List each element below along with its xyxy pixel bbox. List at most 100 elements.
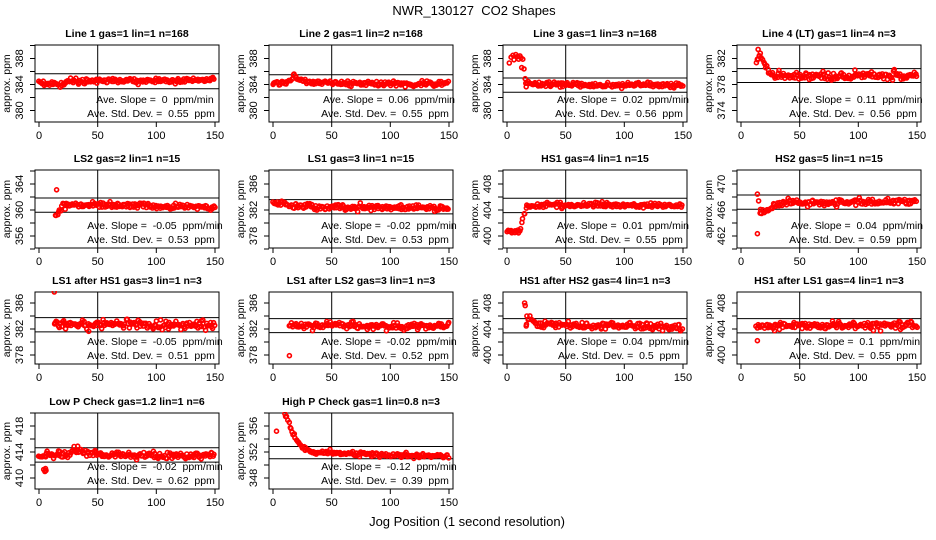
ave-slope-text: Ave. Slope = 0.11 ppm/min <box>791 94 922 106</box>
ave-slope-text: Ave. Slope = 0.04 ppm/min <box>791 220 923 232</box>
y-tick-label: 400 <box>482 227 494 245</box>
x-tick-label: 0 <box>738 130 744 142</box>
x-tick-label: 0 <box>270 130 276 142</box>
y-tick-label: 378 <box>14 346 26 364</box>
ave-sd-text: Ave. Std. Dev. = 0.55 ppm <box>321 108 449 120</box>
y-tick-label: 382 <box>14 320 26 338</box>
x-tick-label: 50 <box>326 497 338 509</box>
ave-sd-text: Ave. Std. Dev. = 0.52 ppm <box>321 350 449 362</box>
y-tick-label: 418 <box>14 417 26 435</box>
y-tick-label: 382 <box>716 49 728 67</box>
y-tick-label: 380 <box>14 101 26 119</box>
ave-sd-text: Ave. Std. Dev. = 0.53 ppm <box>87 234 215 246</box>
plot-box <box>34 169 220 249</box>
x-axis-label: Jog Position (1 second resolution) <box>369 514 565 529</box>
y-tick-label: 386 <box>248 175 260 193</box>
x-tick-label: 150 <box>206 130 224 142</box>
x-tick-label: 100 <box>147 130 165 142</box>
x-tick-label: 0 <box>504 256 510 268</box>
y-tick-label: 408 <box>716 294 728 312</box>
data-points <box>521 300 686 334</box>
x-tick-label: 50 <box>794 256 806 268</box>
x-tick-label: 100 <box>849 372 867 384</box>
x-tick-label: 50 <box>560 372 572 384</box>
y-tick-label: 384 <box>482 75 494 93</box>
x-tick-label: 0 <box>36 372 42 384</box>
x-tick-label: 50 <box>92 130 104 142</box>
x-tick-label: 150 <box>440 372 458 384</box>
data-points <box>35 443 217 475</box>
x-tick-label: 100 <box>381 372 399 384</box>
y-tick-label: 404 <box>482 201 494 219</box>
data-points <box>273 412 452 462</box>
y-axis-title: approx. ppm <box>469 299 481 358</box>
data-points <box>52 187 218 219</box>
x-tick-label: 150 <box>206 256 224 268</box>
y-tick-label: 384 <box>248 75 260 93</box>
x-tick-label: 150 <box>440 497 458 509</box>
y-axis-title: approx. ppm <box>1 422 13 481</box>
subplot-title: HS1 gas=4 lin=1 n=15 <box>541 153 649 165</box>
data-points <box>504 198 685 236</box>
y-tick-label: 380 <box>482 101 494 119</box>
x-tick-label: 100 <box>615 130 633 142</box>
y-tick-label: 400 <box>716 346 728 364</box>
subplot-title: LS1 after HS1 gas=3 lin=1 n=3 <box>52 275 202 287</box>
x-tick-label: 50 <box>326 256 338 268</box>
subplot-title: Line 4 (LT) gas=1 lin=4 n=3 <box>762 28 896 40</box>
plot-box <box>34 44 220 123</box>
x-tick-label: 0 <box>738 256 744 268</box>
subplot-1: Line 1 gas=1 lin=1 n=168 380 384 388approx.… <box>1 28 224 142</box>
x-tick-label: 50 <box>560 256 572 268</box>
ave-sd-text: Ave. Std. Dev. = 0.51 ppm <box>87 350 215 362</box>
x-tick-label: 50 <box>326 130 338 142</box>
ave-sd-text: Ave. Std. Dev. = 0.59 ppm <box>789 234 917 246</box>
y-tick-label: 378 <box>248 227 260 245</box>
ave-slope-text: Ave. Slope = -0.12 ppm/min <box>321 461 457 473</box>
x-tick-label: 100 <box>615 372 633 384</box>
ave-sd-text: Ave. Std. Dev. = 0.56 ppm <box>555 108 683 120</box>
x-tick-label: 50 <box>92 497 104 509</box>
ave-sd-text: Ave. Std. Dev. = 0.55 ppm <box>555 234 683 246</box>
x-tick-label: 0 <box>270 256 276 268</box>
y-tick-label: 410 <box>14 469 26 487</box>
y-tick-label: 400 <box>482 346 494 364</box>
subplot-title: LS1 after LS2 gas=3 lin=1 n=3 <box>287 275 436 287</box>
y-axis-title: approx. ppm <box>469 180 481 239</box>
y-axis-title: approx. ppm <box>235 54 247 113</box>
x-tick-label: 100 <box>615 256 633 268</box>
x-tick-label: 150 <box>206 372 224 384</box>
subplot-title: HS1 after HS2 gas=4 lin=1 n=3 <box>520 275 671 287</box>
x-tick-label: 150 <box>440 256 458 268</box>
subplot-title: Low P Check gas=1.2 lin=1 n=6 <box>49 396 205 408</box>
x-tick-label: 150 <box>674 372 692 384</box>
x-tick-label: 100 <box>381 256 399 268</box>
subplot-10: LS1 after LS2 gas=3 lin=1 n=3 378 382 386ap… <box>235 275 458 384</box>
y-tick-label: 470 <box>716 175 728 193</box>
x-tick-label: 150 <box>908 256 926 268</box>
subplot-title: LS1 gas=3 lin=1 n=15 <box>308 153 415 165</box>
x-tick-label: 100 <box>849 130 867 142</box>
ave-slope-text: Ave. Slope = -0.05 ppm/min <box>87 220 223 232</box>
x-tick-label: 150 <box>674 256 692 268</box>
x-tick-label: 50 <box>92 256 104 268</box>
y-axis-title: approx. ppm <box>1 54 13 113</box>
y-axis-title: approx. ppm <box>1 299 13 358</box>
y-tick-label: 388 <box>482 49 494 67</box>
plot-box <box>502 44 688 123</box>
y-tick-label: 384 <box>14 75 26 93</box>
subplot-12: HS1 after LS1 gas=4 lin=1 n=3 400 404 408ap… <box>703 275 926 384</box>
ave-slope-text: Ave. Slope = 0 ppm/min <box>96 94 214 106</box>
y-tick-label: 360 <box>14 201 26 219</box>
subplot-14: High P Check gas=1 lin=0.8 n=3 348 352 356a… <box>235 396 458 509</box>
y-axis-title: approx. ppm <box>469 54 481 113</box>
ave-sd-text: Ave. Std. Dev. = 0.56 ppm <box>789 108 917 120</box>
ave-sd-text: Ave. Std. Dev. = 0.55 ppm <box>87 108 215 120</box>
plot-box <box>268 291 454 365</box>
y-tick-label: 388 <box>248 49 260 67</box>
x-tick-label: 100 <box>381 130 399 142</box>
y-tick-label: 404 <box>716 320 728 338</box>
y-axis-title: approx. ppm <box>703 54 715 113</box>
y-tick-label: 356 <box>248 417 260 435</box>
